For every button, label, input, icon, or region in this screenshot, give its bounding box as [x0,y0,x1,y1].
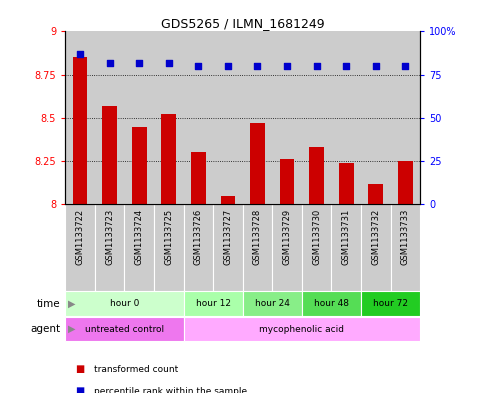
Bar [339,163,354,204]
Bar [398,161,413,204]
Bar [161,114,176,204]
Text: ■: ■ [75,364,84,375]
Text: hour 48: hour 48 [314,299,349,308]
Bar [154,31,184,204]
Bar [243,31,272,204]
Bar [280,160,295,204]
Bar [242,291,302,316]
Bar [65,291,184,316]
Text: GSM1133722: GSM1133722 [75,209,85,265]
Bar [302,291,361,316]
Text: GSM1133726: GSM1133726 [194,209,203,265]
Bar [191,152,206,204]
Text: GSM1133727: GSM1133727 [224,209,232,265]
Bar [154,204,184,291]
Point [372,63,380,69]
Bar [102,106,117,204]
Text: hour 0: hour 0 [110,299,139,308]
Text: GSM1133732: GSM1133732 [371,209,380,265]
Bar [72,57,87,204]
Bar [95,31,125,204]
Text: mycophenolic acid: mycophenolic acid [259,325,344,334]
Text: hour 12: hour 12 [196,299,230,308]
Text: GSM1133731: GSM1133731 [342,209,351,265]
Bar [184,291,242,316]
Text: untreated control: untreated control [85,325,164,334]
Point [106,59,114,66]
Point [283,63,291,69]
Text: percentile rank within the sample: percentile rank within the sample [94,387,247,393]
Text: agent: agent [30,324,60,334]
Text: ■: ■ [75,386,84,393]
Point [401,63,409,69]
Bar [331,31,361,204]
Bar [184,204,213,291]
Bar [242,204,272,291]
Title: GDS5265 / ILMN_1681249: GDS5265 / ILMN_1681249 [161,17,325,30]
Bar [331,204,361,291]
Bar [95,204,125,291]
Point [313,63,321,69]
Point [195,63,202,69]
Bar [391,31,420,204]
Text: GSM1133725: GSM1133725 [164,209,173,265]
Bar [302,204,331,291]
Bar [65,317,184,342]
Text: GSM1133728: GSM1133728 [253,209,262,265]
Text: time: time [37,299,60,309]
Text: GSM1133724: GSM1133724 [135,209,143,265]
Text: GSM1133733: GSM1133733 [401,209,410,265]
Bar [213,204,242,291]
Text: ▶: ▶ [68,324,75,334]
Bar [361,204,391,291]
Bar [125,31,154,204]
Text: GSM1133729: GSM1133729 [283,209,292,265]
Bar [132,127,146,204]
Point [165,59,172,66]
Bar [65,204,95,291]
Point [135,59,143,66]
Text: GSM1133730: GSM1133730 [312,209,321,265]
Bar [221,196,235,204]
Text: ▶: ▶ [68,299,75,309]
Point [342,63,350,69]
Bar [369,184,383,204]
Text: GSM1133723: GSM1133723 [105,209,114,265]
Bar [65,31,95,204]
Bar [309,147,324,204]
Bar [391,204,420,291]
Bar [184,317,420,342]
Bar [272,31,302,204]
Bar [213,31,243,204]
Bar [250,123,265,204]
Text: hour 72: hour 72 [373,299,408,308]
Point [76,51,84,57]
Bar [272,204,302,291]
Bar [125,204,154,291]
Bar [184,31,213,204]
Bar [361,291,420,316]
Point [224,63,232,69]
Bar [361,31,391,204]
Text: transformed count: transformed count [94,365,178,374]
Point [254,63,261,69]
Bar [302,31,331,204]
Text: hour 24: hour 24 [255,299,290,308]
